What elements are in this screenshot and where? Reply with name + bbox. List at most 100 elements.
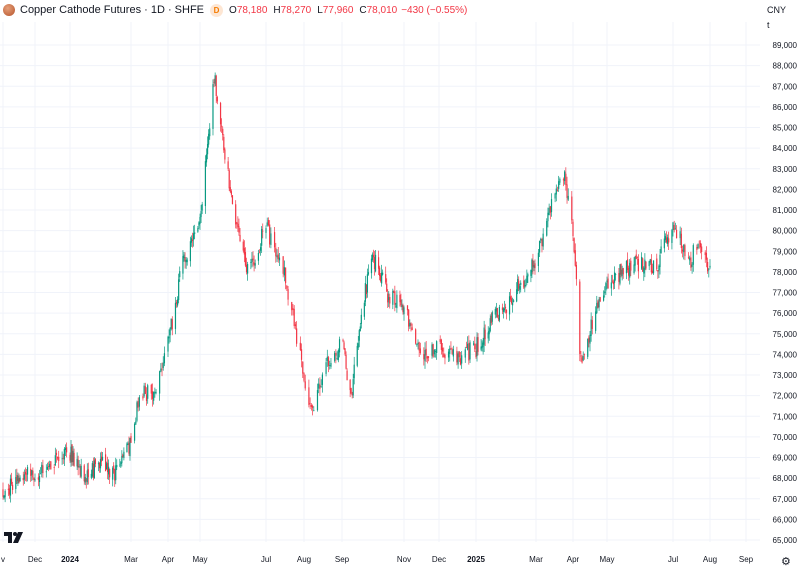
candle-body (316, 390, 319, 411)
candle-body (675, 229, 678, 239)
candle-body (401, 304, 403, 307)
candle-body (283, 267, 285, 276)
time-axis[interactable]: v Dec 2024 Mar Apr May Jul Aug Sep Nov Dec 2025 Mar A… (1, 555, 754, 564)
ohlc-close: C78,010 (359, 5, 397, 16)
time-tick-label: 2025 (467, 555, 485, 564)
candle-body (474, 343, 476, 350)
settings-gear-icon[interactable]: ⚙ (781, 556, 791, 568)
candle-body (426, 356, 428, 359)
candle-body (649, 259, 651, 263)
price-tick-label: 68,000 (773, 474, 798, 483)
candle-body (198, 222, 200, 226)
candle-body (590, 319, 592, 337)
candle-body (72, 450, 74, 463)
candle-body (537, 252, 539, 266)
candle-body (349, 379, 351, 391)
candle-body (663, 238, 665, 249)
candle-body (548, 207, 550, 216)
price-tick-label: 86,000 (773, 103, 798, 112)
candle-body (50, 461, 52, 470)
time-tick-label: Mar (529, 555, 543, 564)
candle-body (200, 211, 202, 218)
candle-body (425, 348, 427, 356)
candle-body (64, 447, 67, 450)
candle-body (138, 397, 140, 407)
candle-body (300, 349, 303, 360)
candle-body (122, 454, 124, 457)
candle-body (364, 283, 366, 302)
candle-body (489, 318, 491, 332)
candle-body (2, 489, 4, 497)
candle-body (236, 222, 238, 224)
candle-body (38, 476, 41, 483)
candle-body (251, 258, 253, 262)
candle-body (238, 226, 240, 233)
candle-body (650, 259, 652, 273)
candle-body (484, 329, 486, 340)
candle-body (299, 342, 301, 350)
candle-body (265, 228, 267, 233)
candle-body (581, 357, 583, 363)
candle-body (395, 305, 397, 307)
candle-body (179, 271, 181, 278)
candle-body (432, 344, 434, 357)
candle-body (16, 475, 18, 482)
candle-body (377, 257, 380, 269)
candle-body (645, 261, 647, 269)
candle-body (31, 470, 33, 475)
candle-body (439, 339, 441, 342)
unit-selector[interactable]: t (763, 18, 797, 32)
candle-body (107, 462, 109, 473)
candle-body (319, 384, 321, 389)
candle-body (133, 423, 136, 441)
candle-body (98, 462, 101, 469)
candle-body (699, 242, 702, 248)
candle-body (410, 323, 412, 326)
candle-body (201, 204, 203, 211)
candle-body (538, 241, 541, 253)
candle-body (269, 224, 271, 245)
tradingview-logo-icon[interactable] (4, 532, 26, 544)
price-change: −430 (−0.55%) (401, 4, 468, 16)
candle-body (8, 488, 10, 495)
candle-body (294, 324, 297, 327)
candle-body (310, 404, 312, 407)
candle-body (469, 342, 471, 360)
candle-body (223, 136, 225, 151)
price-tick-label: 80,000 (773, 227, 798, 236)
time-tick-label: Jul (668, 555, 678, 564)
candle-body (25, 473, 28, 475)
candle-body (532, 260, 534, 267)
candle-body (388, 297, 390, 301)
currency-selector[interactable]: CNY (763, 3, 797, 17)
candle-body (9, 478, 12, 496)
candle-body (641, 256, 643, 269)
candle-body (458, 351, 460, 358)
candle-body (94, 459, 97, 465)
candle-body (204, 161, 207, 207)
symbol-title[interactable]: Copper Cathode Futures · 1D · SHFE (20, 4, 205, 16)
candle-body (338, 339, 341, 353)
candle-body (343, 342, 345, 350)
candle-body (386, 283, 388, 292)
candle-body (431, 344, 433, 356)
time-tick-label: Sep (739, 555, 754, 564)
candle-body (380, 275, 382, 282)
candle-body (286, 285, 288, 289)
candle-body (415, 329, 417, 344)
candle-body (10, 478, 13, 485)
candle-body (336, 358, 338, 359)
candle-body (120, 462, 122, 464)
candle-body (177, 299, 179, 306)
candle-body (32, 470, 34, 478)
candle-body (97, 463, 100, 465)
candle-body (482, 342, 484, 348)
candle-body (691, 264, 693, 267)
candle-body (18, 477, 20, 483)
candle-body (549, 206, 551, 213)
price-axis[interactable]: 65,000 66,000 67,000 68,000 69,000 70,000 71,0… (773, 41, 798, 545)
candle-body (509, 296, 512, 300)
candle-body (330, 362, 332, 367)
candle-body (459, 358, 462, 365)
